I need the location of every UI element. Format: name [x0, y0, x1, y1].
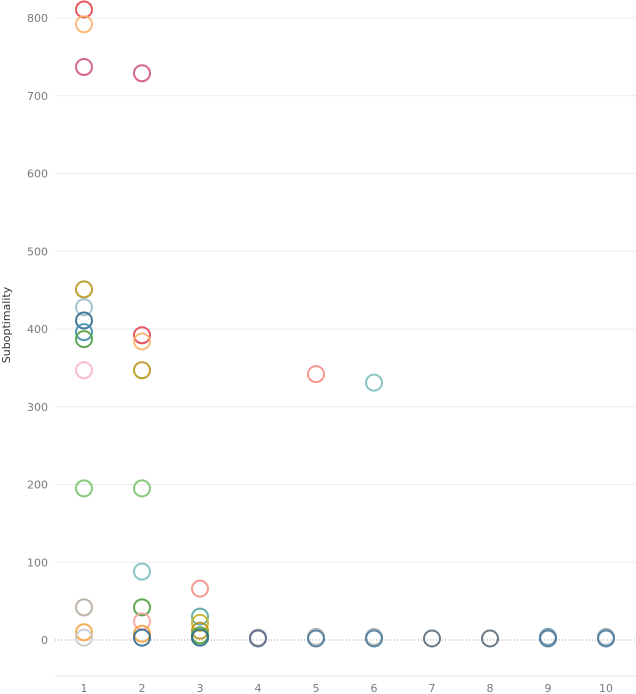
x-tick-label: 10: [599, 682, 613, 694]
data-point-6: [75, 323, 93, 342]
x-tick-label: 3: [197, 682, 204, 694]
y-tick-label: 800: [27, 12, 48, 25]
data-point-33: [307, 629, 325, 648]
data-point-36: [365, 629, 383, 648]
data-point-0: [75, 0, 93, 19]
data-point-11: [75, 623, 93, 642]
x-tick-label: 7: [429, 682, 436, 694]
data-point-5: [75, 311, 93, 330]
data-point-34: [365, 373, 383, 392]
data-point-4: [75, 298, 93, 317]
y-axis-title: Suboptimality: [0, 286, 13, 363]
data-point-31: [307, 365, 325, 384]
x-tick-label: 4: [255, 682, 262, 694]
data-point-40: [539, 629, 557, 648]
data-point-17: [133, 479, 151, 498]
data-point-23: [191, 579, 209, 598]
data-point-7: [75, 330, 93, 349]
x-axis-ticks: 1 2 3 4 5 6 7 8 9 10: [81, 682, 614, 694]
grid-lines: [55, 17, 636, 677]
x-tick-label: 5: [313, 682, 320, 694]
y-tick-label: 700: [27, 90, 48, 103]
x-tick-label: 6: [371, 682, 378, 694]
data-point-3: [75, 280, 93, 299]
data-point-13: [133, 64, 151, 83]
data-point-12: [75, 628, 93, 647]
x-tick-label: 8: [487, 682, 494, 694]
data-point-14: [133, 326, 151, 345]
data-point-21: [133, 624, 151, 643]
data-point-18: [133, 562, 151, 581]
y-tick-label: 500: [27, 245, 48, 258]
data-point-15: [133, 332, 151, 351]
y-tick-label: 200: [27, 479, 48, 492]
y-tick-label: 600: [27, 168, 48, 181]
data-point-24: [191, 607, 209, 626]
data-point-10: [75, 598, 93, 617]
data-point-38: [481, 629, 499, 648]
data-point-30: [249, 629, 267, 648]
data-point-8: [75, 361, 93, 380]
y-tick-label: 100: [27, 556, 48, 569]
y-axis-ticks: 0 100 200 300 400 500 600 700 800: [27, 12, 48, 647]
data-point-9: [75, 479, 93, 498]
y-tick-label: 300: [27, 401, 48, 414]
data-point-2: [75, 57, 93, 76]
x-tick-label: 1: [81, 682, 88, 694]
data-point-42: [597, 629, 615, 648]
y-tick-label: 400: [27, 323, 48, 336]
x-tick-label: 2: [139, 682, 146, 694]
data-point-37: [423, 629, 441, 648]
data-point-19: [133, 598, 151, 617]
data-point-1: [75, 15, 93, 34]
data-points: [75, 0, 615, 648]
data-point-28: [191, 628, 209, 647]
data-point-26: [191, 621, 209, 640]
x-tick-label: 9: [545, 682, 552, 694]
y-tick-label: 0: [41, 634, 48, 647]
data-point-16: [133, 361, 151, 380]
data-point-22: [133, 628, 151, 647]
data-point-25: [191, 613, 209, 632]
